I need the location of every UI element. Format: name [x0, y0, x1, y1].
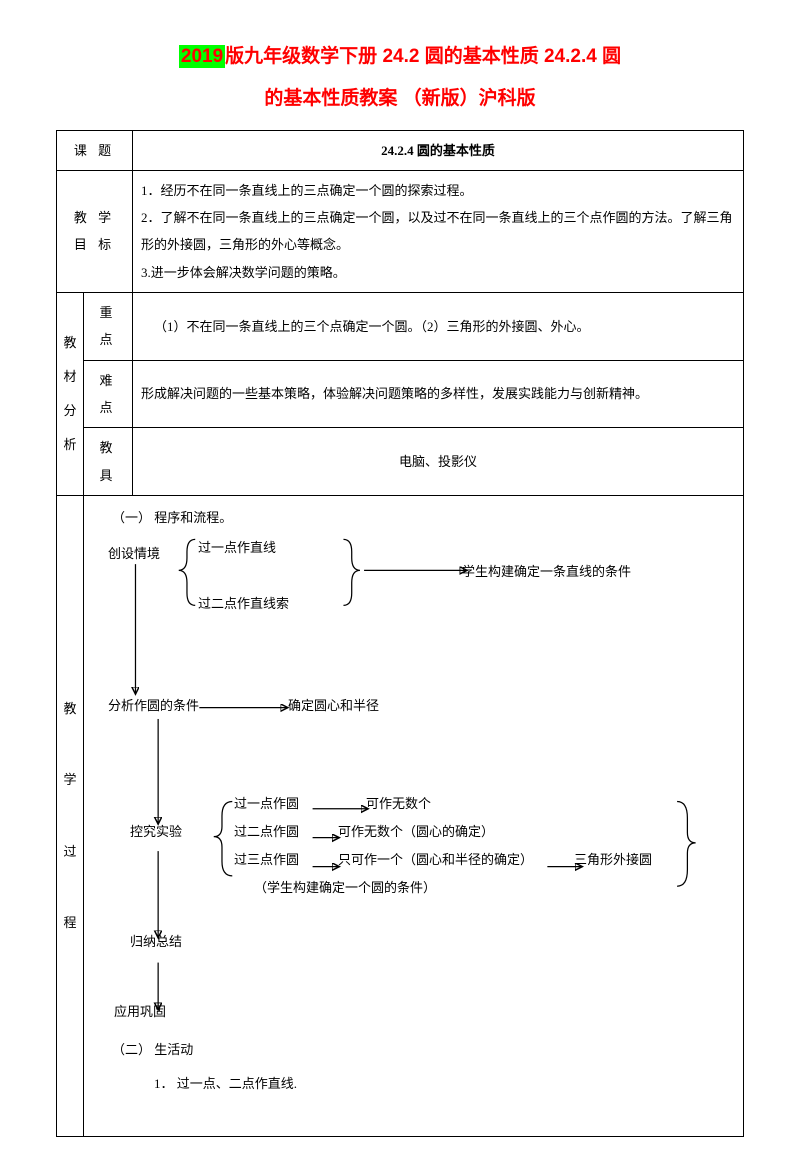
flow-h2: （二） 生活动 [112, 1036, 193, 1063]
label-process: 教学过程 [57, 495, 84, 1136]
label-analysis: 教材分析 [57, 293, 84, 496]
title-rest1: 版九年级数学下册 24.2 圆的基本性质 24.2.4 圆 [225, 46, 621, 67]
node-p2: 过二点作直线索 [198, 590, 289, 617]
node-e3a: 过三点作圆 [234, 846, 299, 873]
node-sum: 归纳总结 [130, 928, 182, 955]
node-analyze: 分析作圆的条件 [108, 692, 199, 719]
value-goal: 1．经历不在同一条直线上的三点确定一个圆的探索过程。 2．了解不在同一条直线上的… [133, 170, 744, 292]
node-apply: 应用巩固 [114, 998, 166, 1025]
node-e3c: 三角形外接圆 [574, 846, 652, 873]
node-center: 确定圆心和半径 [288, 692, 379, 719]
value-topic: 24.2.4 圆的基本性质 [133, 130, 744, 170]
node-e2b: 可作无数个（圆心的确定） [338, 818, 494, 845]
label-tools: 教 具 [84, 428, 133, 496]
label-keypoint: 重 点 [84, 293, 133, 361]
flow-h1: （一） 程序和流程。 [112, 504, 232, 531]
goal-1: 1．经历不在同一条直线上的三点确定一个圆的探索过程。 [141, 177, 735, 204]
lesson-plan-table: 课 题 24.2.4 圆的基本性质 教 学目 标 1．经历不在同一条直线上的三点… [56, 130, 744, 1137]
title-highlight: 2019 [179, 45, 225, 68]
node-stud1: 学生构建确定一条直线的条件 [462, 558, 631, 585]
node-explore: 控究实验 [130, 818, 182, 845]
node-p1: 过一点作直线 [198, 534, 276, 561]
goal-3: 3.进一步体会解决数学问题的策略。 [141, 259, 735, 286]
value-difficulty: 形成解决问题的一些基本策略，体验解决问题策略的多样性，发展实践能力与创新精神。 [133, 360, 744, 428]
label-goal: 教 学目 标 [57, 170, 133, 292]
node-create: 创设情境 [108, 540, 160, 567]
node-e3b: 只可作一个（圆心和半径的确定） [338, 846, 533, 873]
value-tools: 电脑、投影仪 [133, 428, 744, 496]
node-e1b: 可作无数个 [366, 790, 431, 817]
node-stud2: （学生构建确定一个圆的条件） [254, 874, 436, 901]
flow-h2-1: 1． 过一点、二点作直线. [154, 1070, 297, 1097]
node-e1a: 过一点作圆 [234, 790, 299, 817]
node-e2a: 过二点作圆 [234, 818, 299, 845]
value-keypoint: （1）不在同一条直线上的三个点确定一个圆。（2）三角形的外接圆、外心。 [133, 293, 744, 361]
label-difficulty: 难 点 [84, 360, 133, 428]
process-flow-cell: （一） 程序和流程。 创设情境 过一点作直线 过二点作直线索 学生构建确定一条直… [84, 495, 744, 1136]
doc-title-line2: 的基本性质教案 （新版）沪科版 [56, 78, 744, 120]
goal-2: 2．了解不在同一条直线上的三点确定一个圆，以及过不在同一条直线上的三个点作圆的方… [141, 204, 735, 259]
doc-title-line1: 2019版九年级数学下册 24.2 圆的基本性质 24.2.4 圆 [56, 36, 744, 78]
label-topic: 课 题 [57, 130, 133, 170]
